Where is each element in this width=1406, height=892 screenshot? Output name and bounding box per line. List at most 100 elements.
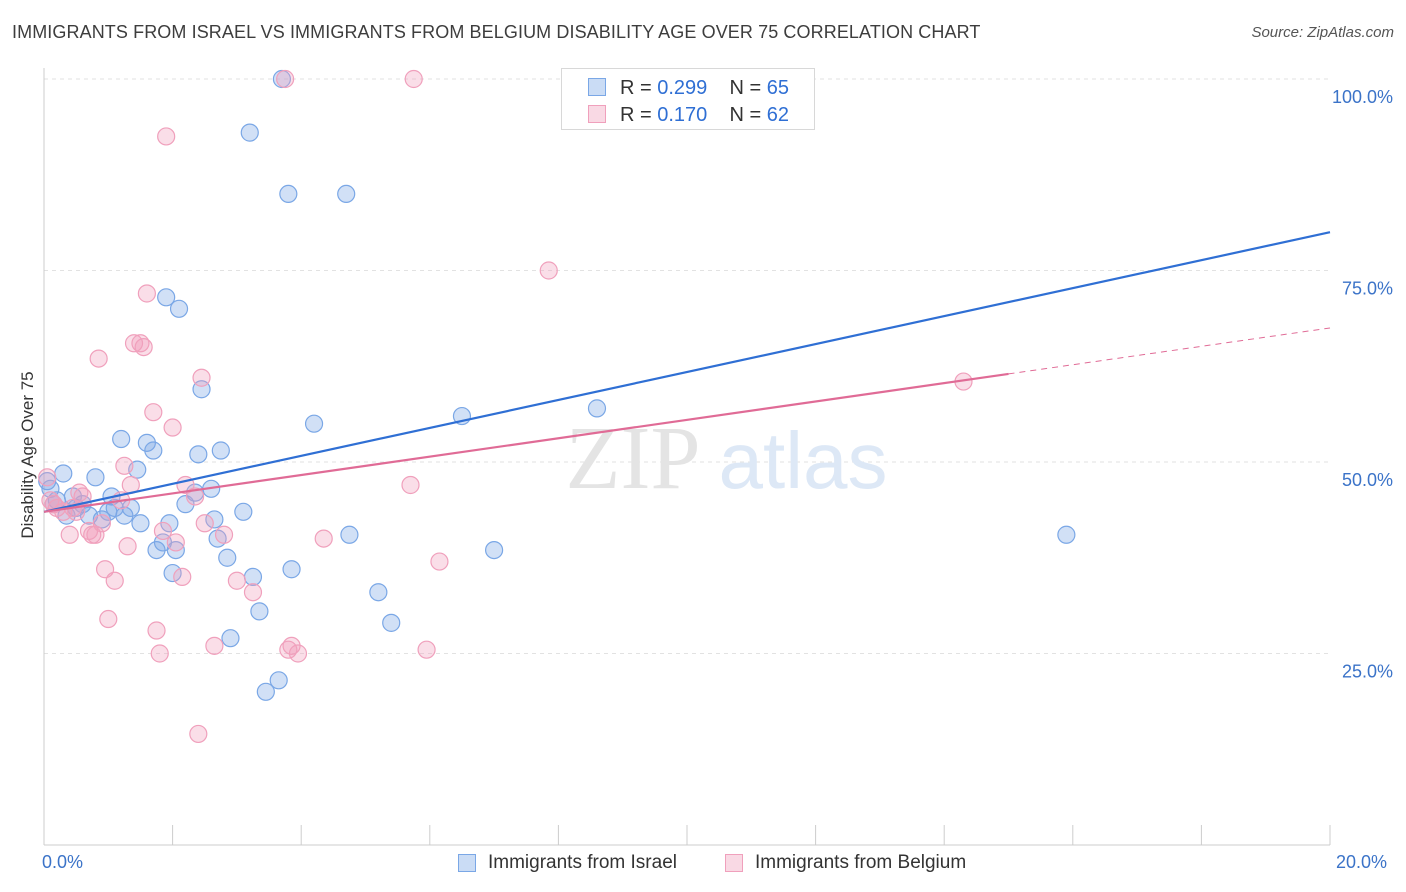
legend-r-value-israel: 0.299: [657, 77, 708, 99]
chart-source: Source: ZipAtlas.com: [1251, 24, 1394, 41]
point-belgium: [38, 468, 57, 487]
point-israel: [131, 514, 150, 533]
point-belgium: [430, 552, 449, 571]
point-belgium: [153, 521, 173, 541]
legend-n-label: N =: [729, 77, 762, 99]
point-israel: [304, 414, 324, 433]
point-belgium: [73, 487, 92, 506]
point-israel: [240, 123, 259, 142]
point-belgium: [205, 636, 224, 655]
point-belgium: [124, 334, 144, 353]
point-israel: [340, 525, 359, 544]
point-belgium: [404, 69, 423, 89]
point-belgium: [417, 640, 436, 659]
point-belgium: [401, 475, 420, 495]
point-belgium: [92, 514, 111, 533]
point-israel: [54, 464, 73, 483]
point-israel: [157, 288, 176, 307]
point-israel: [382, 613, 401, 632]
point-israel: [250, 602, 269, 621]
point-israel: [234, 502, 253, 521]
series-legend: Immigrants from Israel Immigrants from B…: [0, 852, 1406, 876]
point-belgium: [163, 418, 182, 437]
y-tick-label: 50.0%: [1342, 470, 1393, 490]
point-belgium: [288, 644, 308, 663]
point-belgium: [186, 487, 205, 506]
x-tick-label-min: 0.0%: [42, 852, 84, 872]
point-belgium: [86, 525, 105, 544]
legend-r-value-belgium: 0.170: [657, 104, 708, 126]
point-belgium: [166, 533, 185, 552]
chart-title: IMMIGRANTS FROM ISRAEL VS IMMIGRANTS FRO…: [12, 22, 981, 42]
point-belgium: [150, 644, 169, 663]
point-belgium: [314, 529, 333, 548]
point-belgium: [227, 571, 246, 590]
point-israel: [369, 583, 388, 602]
y-tick-label: 100.0%: [1332, 87, 1393, 107]
point-belgium: [137, 284, 156, 303]
point-belgium: [214, 525, 234, 544]
legend-label-belgium: Immigrants from Belgium: [755, 852, 967, 873]
point-israel: [587, 399, 607, 418]
watermark-zip: ZIP: [566, 409, 701, 508]
point-belgium: [189, 724, 208, 744]
trend-line-belgium: [43, 372, 1009, 513]
legend-swatch-israel: [458, 854, 476, 872]
point-belgium: [99, 609, 118, 629]
point-israel: [218, 548, 237, 567]
legend-swatch-israel: [588, 78, 606, 96]
legend-swatch-belgium: [588, 105, 606, 123]
grid-lines: [44, 78, 1330, 654]
point-belgium: [89, 349, 108, 368]
point-belgium: [173, 567, 192, 587]
y-tick-label: 75.0%: [1342, 279, 1393, 299]
point-israel: [282, 560, 301, 579]
axes: [43, 68, 1331, 846]
legend-label-israel: Immigrants from Israel: [488, 852, 677, 873]
point-israel: [205, 510, 224, 529]
point-israel: [269, 671, 288, 690]
trend-line-belgium-extension: [1008, 327, 1331, 375]
point-belgium: [134, 338, 153, 357]
point-israel: [243, 567, 263, 587]
point-belgium: [60, 525, 79, 544]
point-israel: [144, 441, 163, 460]
y-tick-label: 25.0%: [1342, 662, 1393, 682]
point-israel: [163, 563, 182, 583]
legend-swatch-belgium: [725, 854, 743, 872]
watermark: ZIP atlas: [566, 409, 888, 508]
point-israel: [221, 629, 240, 648]
point-israel: [166, 540, 185, 560]
point-belgium: [539, 261, 558, 280]
point-belgium: [243, 583, 263, 602]
point-belgium: [115, 456, 134, 475]
point-belgium: [157, 127, 176, 146]
point-belgium: [118, 537, 137, 556]
point-israel: [337, 184, 356, 203]
legend-r-label: R =: [620, 104, 652, 126]
point-belgium: [192, 368, 211, 387]
point-israel: [1057, 525, 1076, 544]
trend-line-israel: [43, 231, 1331, 513]
legend-r-label: R =: [620, 77, 652, 99]
point-israel: [189, 445, 208, 464]
y-axis-label: Disability Age Over 75: [18, 371, 37, 539]
point-israel: [256, 682, 275, 701]
legend-n-label: N =: [729, 104, 762, 126]
point-israel: [86, 468, 105, 487]
data-points: [38, 69, 1076, 744]
point-israel: [112, 429, 131, 449]
y-tick-labels: 25.0% 50.0% 75.0% 100.0%: [1332, 87, 1393, 682]
correlation-legend: R = 0.299 N = 65 R = 0.170 N = 62: [561, 68, 815, 130]
point-israel: [485, 540, 504, 560]
legend-n-value-israel: 65: [766, 77, 790, 99]
point-belgium: [147, 621, 166, 640]
trend-lines: [43, 231, 1331, 513]
point-israel: [211, 441, 230, 460]
point-belgium: [195, 514, 214, 533]
point-israel: [169, 299, 189, 318]
watermark-atlas: atlas: [719, 416, 888, 505]
legend-n-value-belgium: 62: [766, 104, 790, 126]
x-tick-label-max: 20.0%: [1336, 852, 1388, 872]
